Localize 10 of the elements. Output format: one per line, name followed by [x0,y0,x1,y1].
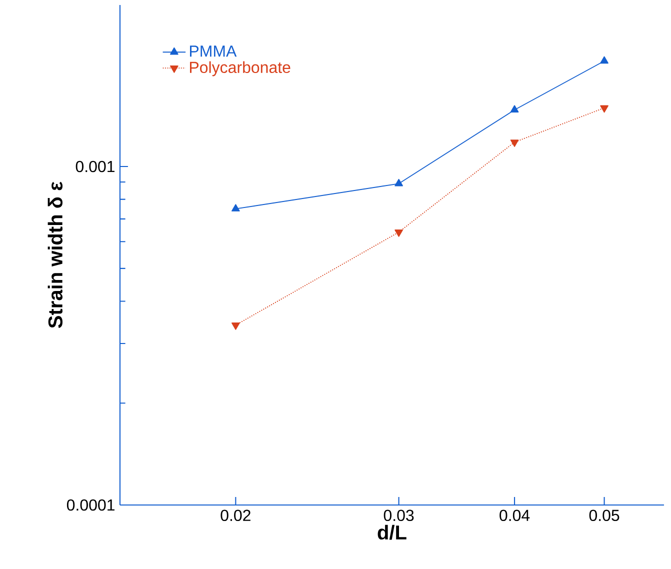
legend-label: Polycarbonate [190,61,290,76]
legend-label: PMMA [190,46,237,57]
y-tick-label: 0.0001 [66,499,114,511]
y-tick-label: 0.001 [76,160,114,172]
y-axis-title: Strain width δ ε [48,182,63,328]
x-tick-label: 0.04 [500,510,530,522]
x-tick-label: 0.02 [220,510,250,522]
x-axis-title: d/L [378,524,406,540]
x-tick-label: 0.05 [589,510,620,522]
x-tick-label: 0.03 [384,510,414,522]
